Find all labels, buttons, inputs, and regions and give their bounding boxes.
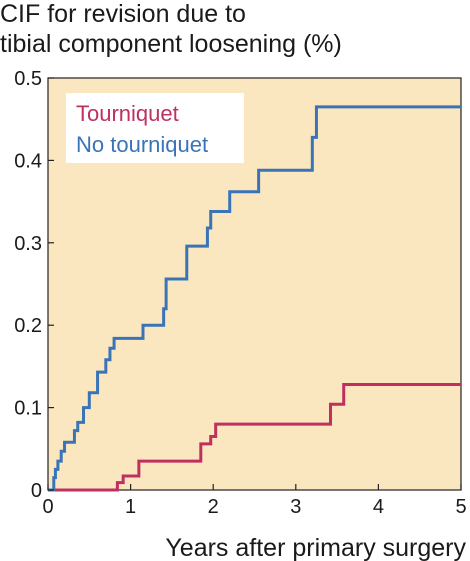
series-line-no-tourniquet bbox=[48, 105, 461, 492]
y-tick-label: 0.2 bbox=[14, 315, 42, 337]
legend-box bbox=[66, 93, 244, 163]
x-tick-label: 1 bbox=[125, 496, 136, 518]
y-tick-label: 0 bbox=[31, 480, 42, 502]
x-tick-label: 4 bbox=[373, 496, 384, 518]
x-tick-label: 5 bbox=[455, 496, 466, 518]
ticks-layer: 0 1 2 3 4 5 0 0.1 0.2 0.3 0.4 0.5 bbox=[14, 68, 466, 518]
y-tick-label: 0.3 bbox=[14, 233, 42, 255]
series-line-tourniquet bbox=[48, 383, 461, 492]
y-tick-label: 0.1 bbox=[14, 398, 42, 420]
chart-title-line-1: CIF for revision due to bbox=[0, 0, 246, 28]
legend-entry-no-tourniquet: No tourniquet bbox=[76, 132, 208, 157]
chart-title-line-2: tibial component loosening (%) bbox=[0, 30, 342, 58]
y-tick-label: 0.5 bbox=[14, 68, 42, 90]
y-tick-label: 0.4 bbox=[14, 150, 42, 172]
legend-entry-tourniquet: Tourniquet bbox=[76, 101, 179, 126]
legend: Tourniquet No tourniquet bbox=[66, 93, 244, 163]
series-layer bbox=[48, 105, 461, 492]
x-tick-label: 0 bbox=[42, 496, 53, 518]
x-axis-label: Years after primary surgery bbox=[165, 534, 466, 561]
x-tick-label: 2 bbox=[208, 496, 219, 518]
x-tick-label: 3 bbox=[290, 496, 301, 518]
